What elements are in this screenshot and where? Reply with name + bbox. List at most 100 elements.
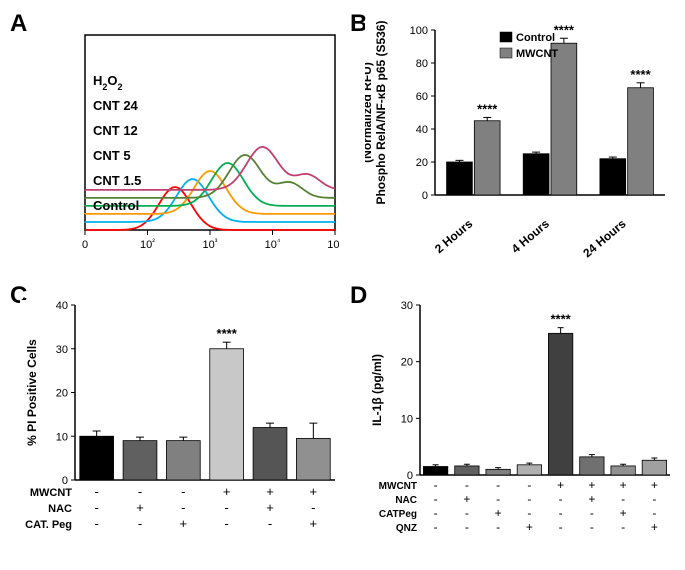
svg-text:****: **** — [551, 312, 572, 327]
svg-text:-: - — [434, 506, 438, 520]
svg-text:10: 10 — [56, 431, 68, 443]
svg-text:+: + — [136, 500, 144, 515]
svg-text:Control: Control — [516, 32, 555, 44]
svg-text:-: - — [181, 484, 185, 499]
svg-text:40: 40 — [56, 300, 68, 312]
svg-text:-: - — [527, 492, 531, 506]
figure: A ControlCNT 1.5CNT 5CNT 12CNT 24H2O2 01… — [0, 0, 685, 570]
svg-text:-: - — [94, 516, 98, 531]
svg-text:-: - — [496, 492, 500, 506]
svg-text:-: - — [559, 492, 563, 506]
svg-text:+: + — [266, 500, 274, 515]
svg-text:CNT 1.5: CNT 1.5 — [93, 173, 141, 188]
svg-text:20: 20 — [56, 388, 68, 400]
svg-text:-: - — [496, 520, 500, 534]
svg-text:CNT 5: CNT 5 — [93, 148, 131, 163]
svg-text:10²: 10² — [140, 237, 155, 252]
svg-text:80: 80 — [416, 58, 428, 70]
svg-text:-: - — [621, 492, 625, 506]
svg-text:MWCNT: MWCNT — [30, 487, 72, 499]
svg-text:-: - — [138, 516, 142, 531]
svg-text:-: - — [559, 506, 563, 520]
svg-text:-: - — [527, 506, 531, 520]
svg-text:% PI Positive Cells: % PI Positive Cells — [25, 339, 39, 446]
svg-text:30: 30 — [56, 344, 68, 356]
svg-text:-: - — [434, 520, 438, 534]
svg-text:****: **** — [217, 326, 238, 341]
svg-text:100: 100 — [410, 25, 428, 37]
svg-text:+: + — [588, 478, 595, 492]
svg-text:-: - — [311, 500, 315, 515]
svg-text:30: 30 — [401, 300, 413, 312]
svg-text:+: + — [310, 484, 318, 499]
svg-text:2 Hours: 2 Hours — [432, 216, 475, 256]
svg-text:60: 60 — [416, 91, 428, 103]
svg-text:10⁵: 10⁵ — [327, 237, 340, 252]
svg-text:-: - — [559, 520, 563, 534]
svg-text:0: 0 — [82, 239, 88, 251]
svg-text:0: 0 — [62, 475, 68, 487]
panel-d-chart: 0102030IL-1β (pg/ml)****MWCNT----++++NAC… — [365, 300, 680, 560]
svg-text:-: - — [138, 484, 142, 499]
panel-a-label: A — [10, 10, 27, 38]
svg-text:NAC: NAC — [395, 495, 417, 506]
svg-text:-: - — [224, 500, 228, 515]
svg-text:-: - — [434, 478, 438, 492]
svg-text:QNZ: QNZ — [396, 523, 417, 534]
svg-text:+: + — [651, 478, 658, 492]
panel-c-chart: 010203040% PI Positive Cells****MWCNT---… — [20, 300, 345, 560]
svg-text:20: 20 — [416, 157, 428, 169]
svg-text:CNT 12: CNT 12 — [93, 123, 138, 138]
svg-text:NAC: NAC — [48, 503, 72, 515]
svg-text:MWCNT: MWCNT — [516, 48, 558, 60]
svg-text:+: + — [495, 506, 502, 520]
panel-a-chart: ControlCNT 1.5CNT 5CNT 12CNT 24H2O2 010²… — [30, 30, 340, 260]
svg-text:+: + — [310, 516, 318, 531]
svg-text:+: + — [651, 520, 658, 534]
svg-text:-: - — [652, 506, 656, 520]
svg-text:MWCNT: MWCNT — [379, 481, 417, 492]
svg-text:10³: 10³ — [203, 237, 218, 252]
svg-text:****: **** — [554, 22, 575, 37]
svg-text:-: - — [268, 516, 272, 531]
svg-text:+: + — [620, 478, 627, 492]
svg-text:IL-1β (pg/ml): IL-1β (pg/ml) — [370, 354, 384, 426]
svg-text:24 Hours: 24 Hours — [580, 216, 629, 260]
svg-text:(Normalized RFU): (Normalized RFU) — [365, 62, 374, 163]
svg-text:-: - — [621, 520, 625, 534]
svg-text:-: - — [496, 478, 500, 492]
svg-text:10: 10 — [401, 413, 413, 425]
svg-text:CAT. Peg: CAT. Peg — [25, 519, 72, 531]
svg-text:-: - — [465, 478, 469, 492]
svg-text:-: - — [465, 520, 469, 534]
svg-text:20: 20 — [401, 357, 413, 369]
svg-text:-: - — [224, 516, 228, 531]
svg-text:-: - — [434, 492, 438, 506]
svg-text:4 Hours: 4 Hours — [509, 216, 552, 256]
svg-text:Phospho RelA/NF-κB p65 (S536): Phospho RelA/NF-κB p65 (S536) — [374, 20, 388, 204]
svg-text:+: + — [223, 484, 231, 499]
svg-text:CNT 24: CNT 24 — [93, 98, 139, 113]
svg-text:-: - — [527, 478, 531, 492]
svg-text:+: + — [620, 506, 627, 520]
svg-text:40: 40 — [416, 124, 428, 136]
svg-text:0: 0 — [422, 190, 428, 202]
svg-text:+: + — [266, 484, 274, 499]
svg-text:+: + — [526, 520, 533, 534]
svg-text:-: - — [590, 520, 594, 534]
svg-text:+: + — [180, 516, 188, 531]
svg-text:-: - — [652, 492, 656, 506]
svg-text:10⁴: 10⁴ — [265, 237, 281, 252]
svg-text:-: - — [94, 500, 98, 515]
svg-text:-: - — [465, 506, 469, 520]
svg-text:+: + — [463, 492, 470, 506]
panel-b-chart: 0 20 40 60 80 100 Phospho RelA/NF-κB p65 (S536… — [365, 20, 680, 275]
svg-text:-: - — [590, 506, 594, 520]
svg-text:CATPeg: CATPeg — [379, 509, 417, 520]
svg-text:****: **** — [477, 101, 498, 116]
svg-text:+: + — [557, 478, 564, 492]
svg-text:-: - — [94, 484, 98, 499]
svg-text:****: **** — [630, 67, 651, 82]
svg-text:-: - — [181, 500, 185, 515]
svg-text:+: + — [588, 492, 595, 506]
